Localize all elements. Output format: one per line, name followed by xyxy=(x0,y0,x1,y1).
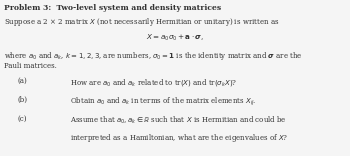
Text: Obtain $a_0$ and $a_k$ in terms of the matrix elements $X_{ij}$.: Obtain $a_0$ and $a_k$ in terms of the m… xyxy=(70,96,257,108)
Text: (c): (c) xyxy=(18,115,27,123)
Text: (b): (b) xyxy=(18,96,28,104)
Text: Assume that $a_0, a_k \in \mathbb{R}$ such that $X$ is Hermitian and could be: Assume that $a_0, a_k \in \mathbb{R}$ su… xyxy=(70,115,287,126)
Text: Suppose a 2 × 2 matrix $X$ (not necessarily Hermitian or unitary) is written as: Suppose a 2 × 2 matrix $X$ (not necessar… xyxy=(4,16,279,28)
Text: How are $a_0$ and $a_k$ related to tr$(X)$ and tr$(\sigma_k X)$?: How are $a_0$ and $a_k$ related to tr$(X… xyxy=(70,77,237,88)
Text: interpreted as a Hamiltonian, what are the eigenvalues of $X$?: interpreted as a Hamiltonian, what are t… xyxy=(70,132,288,144)
Text: where $a_0$ and $a_k$, $k = 1, 2, 3$, are numbers, $\sigma_0 = \mathbf{1}$ is th: where $a_0$ and $a_k$, $k = 1, 2, 3$, ar… xyxy=(4,50,302,62)
Text: Pauli matrices.: Pauli matrices. xyxy=(4,62,56,70)
Text: $X = a_0\sigma_0 + \mathbf{a}\cdot\boldsymbol{\sigma},$: $X = a_0\sigma_0 + \mathbf{a}\cdot\bolds… xyxy=(146,33,204,43)
Text: (a): (a) xyxy=(18,77,27,85)
Text: Problem 3:  Two-level system and density matrices: Problem 3: Two-level system and density … xyxy=(4,4,221,12)
